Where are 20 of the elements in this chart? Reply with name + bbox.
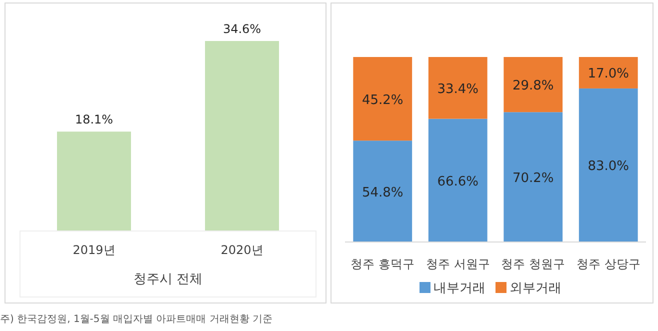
x-tick-label: 청주 청원구 [501, 257, 566, 271]
data-label: 45.2% [362, 92, 404, 108]
text: 주) 한국감정원, 1월-5월 매입자별 아파트매매 거래현황 기준 [0, 314, 272, 325]
data-label: 33.4% [437, 82, 479, 97]
data-label: 17.0% [588, 66, 630, 82]
x-tick-label: 2019년 [72, 243, 116, 257]
data-label: 70.2% [512, 171, 554, 186]
data-label: 66.6% [437, 174, 479, 190]
data-label: 18.1% [74, 112, 114, 127]
x-tick-label: 청주 흥덕구 [350, 257, 415, 271]
x-axis-title: 청주시 전체 [133, 272, 203, 287]
data-label: 34.6% [222, 22, 262, 36]
legend-label: 내부거래 [434, 281, 486, 296]
x-tick-label: 청주 상당구 [576, 257, 640, 271]
legend-label: 외부거래 [510, 281, 562, 296]
data-label: 83.0% [588, 159, 630, 174]
x-tick-label: 2020년 [220, 243, 264, 257]
data-label: 54.8% [362, 185, 404, 200]
data-label: 29.8% [512, 78, 554, 94]
x-tick-label: 청주 서원구 [426, 257, 490, 271]
